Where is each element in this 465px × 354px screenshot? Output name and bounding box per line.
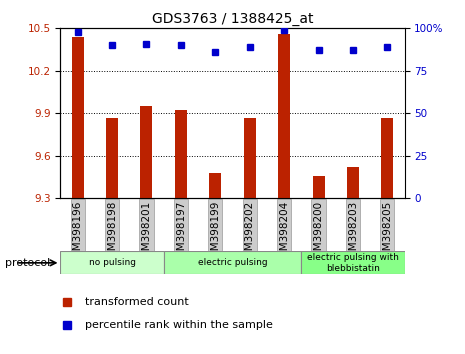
Bar — [209, 173, 221, 198]
Bar — [347, 167, 359, 198]
Text: transformed count: transformed count — [85, 297, 188, 307]
Bar — [278, 34, 290, 198]
Bar — [72, 37, 84, 198]
Bar — [381, 118, 393, 198]
Text: no pulsing: no pulsing — [88, 258, 136, 267]
Bar — [60, 251, 164, 274]
Bar — [244, 118, 256, 198]
Bar — [140, 106, 153, 198]
Text: electric pulsing: electric pulsing — [198, 258, 267, 267]
Bar — [164, 251, 301, 274]
Bar — [106, 118, 118, 198]
Bar — [301, 251, 405, 274]
Bar — [175, 110, 187, 198]
Text: percentile rank within the sample: percentile rank within the sample — [85, 320, 272, 330]
Text: electric pulsing with
blebbistatin: electric pulsing with blebbistatin — [307, 253, 399, 273]
Text: protocol: protocol — [5, 258, 50, 268]
Bar — [312, 176, 325, 198]
Title: GDS3763 / 1388425_at: GDS3763 / 1388425_at — [152, 12, 313, 26]
